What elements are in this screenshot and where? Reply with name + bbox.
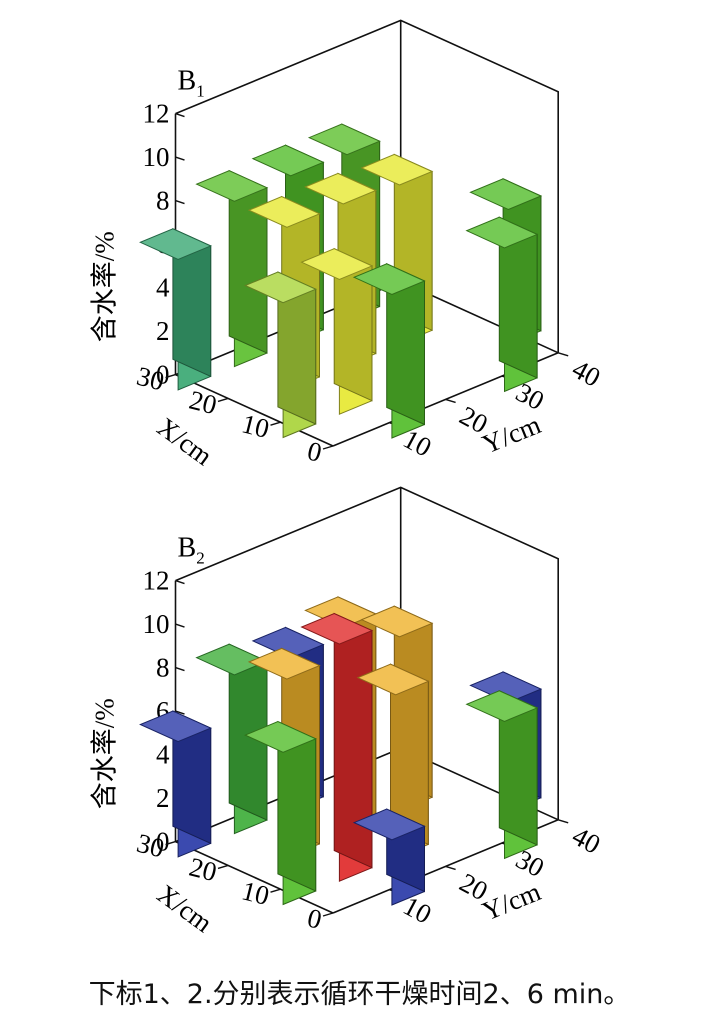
bar-top-face [465,690,539,722]
x-tick-mark [165,840,176,846]
bar-top-face [360,153,434,186]
x-tick-mark [270,888,281,893]
bar-top-face [352,263,426,296]
z-tick-mark [175,666,185,672]
x-tick-label: 30 [134,361,167,397]
bar-top-face [360,605,434,638]
x-tick-mark [270,421,281,426]
bar [244,720,317,906]
x-tick-label: 10 [239,408,272,444]
z-tick-label: 0 [156,360,170,390]
bar-top-face [195,170,269,202]
z-tick-label: 10 [143,609,170,639]
chart-title: B2 [178,533,205,568]
bar-top-face [356,663,430,696]
bar-top-face [469,671,543,704]
chart-title: B1 [178,66,205,101]
bar-top-face [139,228,212,260]
z-tick-label: 4 [156,273,170,303]
bar [244,271,317,439]
bar [352,808,426,906]
x-tick-label: 20 [186,852,219,888]
z-tick-label: 2 [156,783,170,813]
back-wall-frame [175,19,560,353]
z-axis-label: 含水率/% [90,698,120,809]
x-axis-line [175,373,334,447]
bar-top-face [300,612,374,645]
y-tick-mark [557,352,569,357]
x-tick-label: 0 [304,902,324,934]
x-tick-label: 30 [134,828,167,864]
bar-top-face [244,721,317,753]
z-tick-label: 8 [156,186,170,216]
bar-top-face [307,123,381,156]
bar-top-face [247,196,321,228]
bar-side-face [333,612,373,869]
bar [465,216,539,393]
bar [465,690,539,860]
bar-top-face [469,178,543,211]
bar [195,643,269,835]
z-tick-label: 12 [143,99,170,129]
bar [356,663,430,859]
chart-title-subscript: 2 [196,549,205,568]
back-wall-frame [175,486,560,820]
bar-top-face [251,626,325,659]
z-tick-label: 0 [156,827,170,857]
bar-top-face [244,271,317,304]
bar-top-face [139,710,212,743]
y-tick-mark [445,865,456,871]
z-tick-label: 2 [156,316,170,346]
x-axis-label: X/cm [152,412,218,472]
z-tick-mark [175,710,185,715]
y-tick-label: 40 [567,354,605,393]
bar-top-face [251,144,325,177]
x-axis-line [175,840,334,914]
z-tick-mark [175,156,185,161]
y-tick-mark [557,819,569,824]
bar [300,247,374,415]
bar-top-face [352,808,426,841]
x-tick-mark [217,864,229,870]
bar [195,169,269,368]
z-tick-mark [175,579,185,585]
z-tick-label: 4 [156,740,170,770]
y-tick-label: 40 [567,821,605,860]
x-tick-mark [217,397,229,403]
bar-top-face [300,248,374,280]
z-tick-mark [175,112,185,118]
z-tick-mark [175,623,185,628]
z-axis-label: 含水率/% [90,231,120,342]
bar-top-face [195,643,269,676]
chart-title-subscript: 1 [196,82,205,101]
bar [139,710,212,858]
x-tick-mark [322,912,334,917]
z-tick-label: 12 [143,566,170,596]
z-tick-mark [175,199,185,205]
x-tick-mark [322,445,334,450]
y-tick-mark [445,398,456,404]
x-tick-label: 0 [304,435,324,467]
bar-top-face [304,172,378,205]
bar [352,263,426,439]
x-tick-label: 10 [239,875,272,911]
z-tick-label: 10 [143,142,170,172]
bar-top-face [247,647,321,680]
bar-top-face [465,216,539,249]
x-tick-label: 20 [186,385,219,421]
bar [139,228,212,391]
x-axis-label: X/cm [152,879,218,939]
figure-caption: 下标1、2.分别表示循环干燥时间2、6 min。 [88,979,631,1010]
x-tick-mark [165,373,176,379]
z-tick-label: 8 [156,653,170,683]
